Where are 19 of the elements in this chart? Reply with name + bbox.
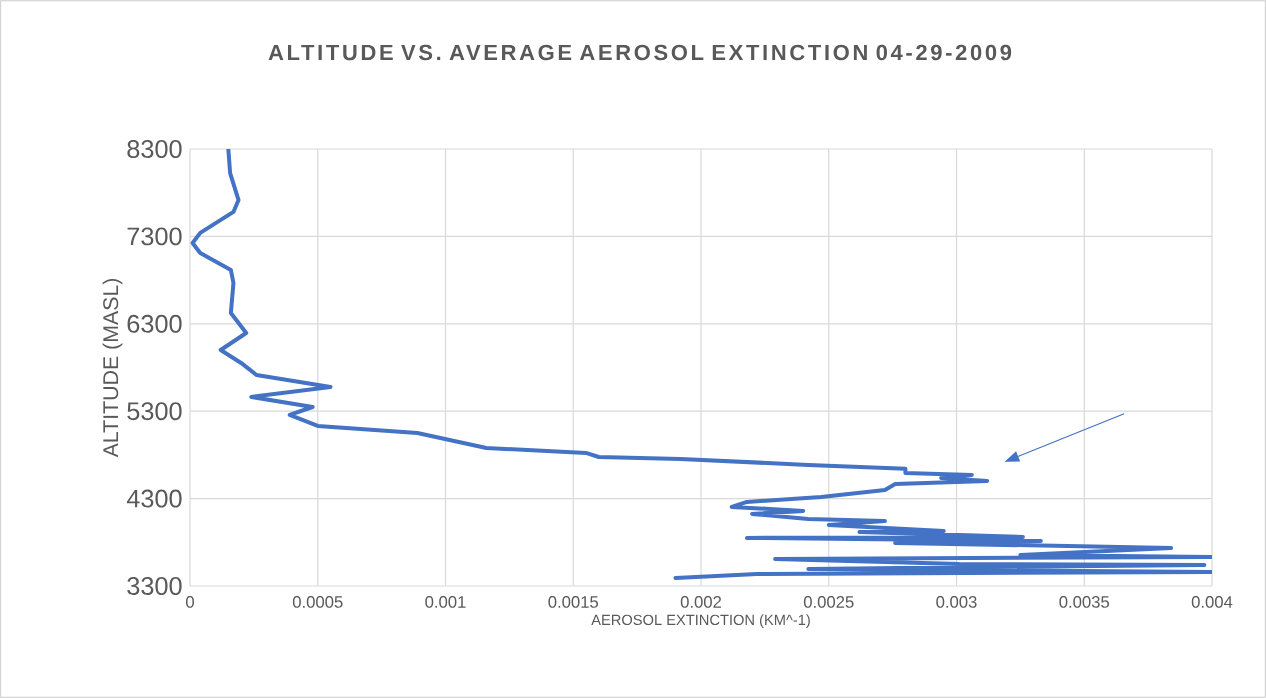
x-tick-label: 0.0025 (803, 596, 854, 608)
y-tick-label: 7300 (127, 227, 182, 246)
line-series (190, 148, 1213, 580)
x-tick-label: 0.0015 (548, 596, 599, 608)
y-tick-label: 4300 (126, 489, 182, 508)
y-tick-label: 3300 (127, 577, 182, 595)
y-tick-label: 5300 (127, 402, 182, 421)
y-tick-label: 6300 (127, 314, 182, 333)
x-axis-title: AEROSOL EXTINCTION (KM^-1) (591, 614, 810, 628)
x-tick-label: 0.0035 (1059, 596, 1110, 608)
x-tick-label: 0.004 (1191, 596, 1233, 608)
x-tick-label: 0.002 (680, 596, 722, 608)
x-tick-label: 0.0005 (292, 596, 343, 608)
y-axis-title: ALTITUDE (MASL) (102, 278, 123, 458)
chart-title: ALTITUDE VS. AVERAGE AEROSOL EXTINCTION 04-29-2009 (268, 44, 1012, 61)
x-tick-label: 0 (186, 596, 194, 608)
y-tick-label: 8300 (127, 140, 182, 158)
x-tick-label: 0.003 (936, 596, 977, 608)
x-tick-label: 0.001 (425, 596, 466, 608)
